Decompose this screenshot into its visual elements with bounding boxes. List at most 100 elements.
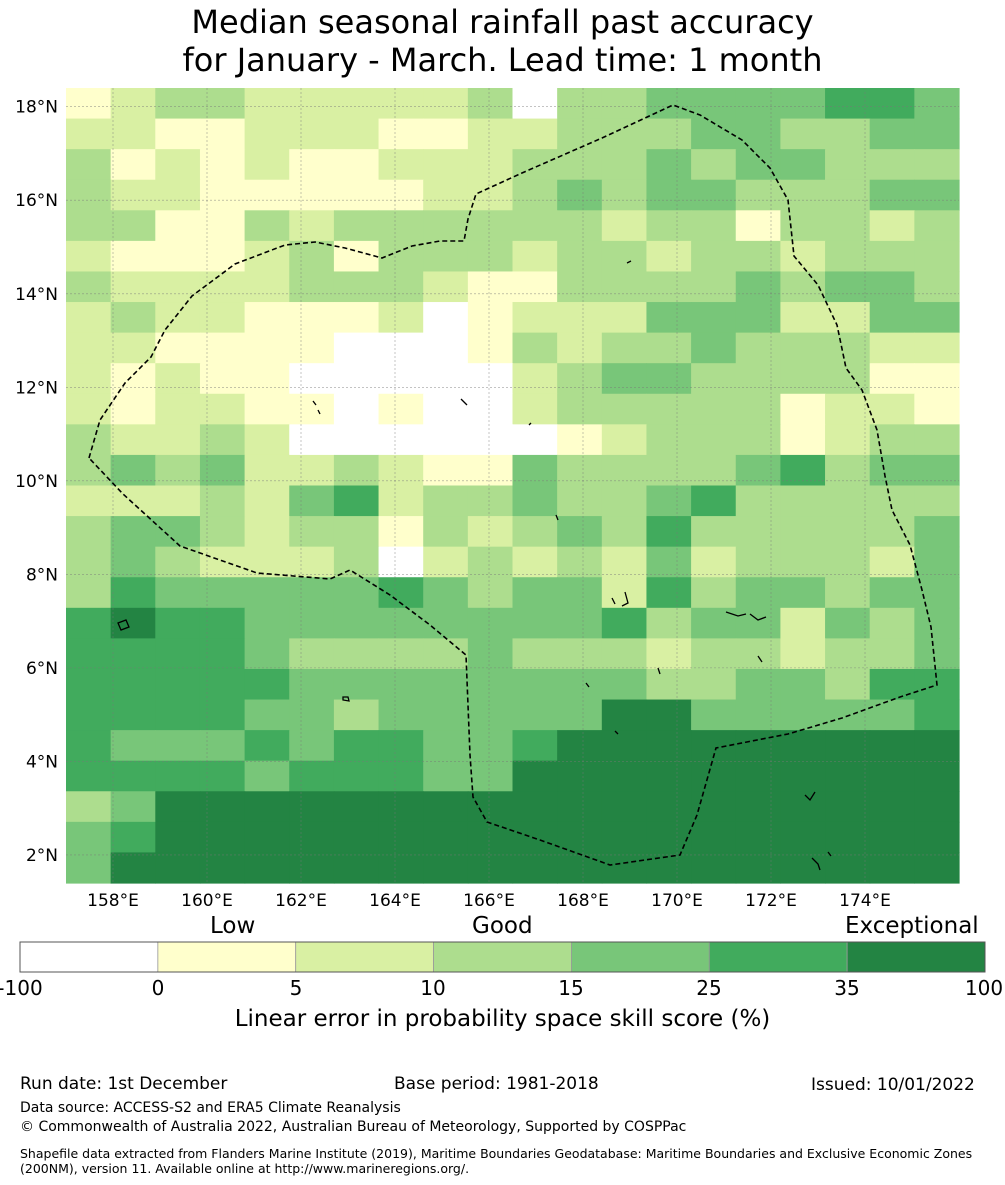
latitude-label: 16°N xyxy=(15,191,58,211)
skill-cell xyxy=(601,149,648,181)
skill-cell xyxy=(467,485,514,517)
skill-cell xyxy=(512,149,558,181)
issued-date: Issued: 10/01/2022 xyxy=(811,1075,975,1095)
skill-cell xyxy=(199,363,246,395)
skill-cell xyxy=(110,393,156,425)
skill-cell xyxy=(601,821,648,854)
latitude-label: 6°N xyxy=(26,659,58,679)
skill-cell xyxy=(333,760,380,792)
skill-cell xyxy=(557,730,603,762)
skill-cell xyxy=(467,699,514,731)
skill-cell xyxy=(780,302,826,334)
skill-cell xyxy=(780,424,826,456)
latitude-labels: 2°N 4°N 6°N 8°N 10°N 12°N 14°N 16°N 18°N xyxy=(15,98,58,866)
skill-cell xyxy=(66,302,112,334)
skill-cell xyxy=(780,393,826,425)
skill-cell xyxy=(199,730,246,762)
skill-cell xyxy=(244,730,290,762)
skill-cell xyxy=(155,760,201,792)
skill-cell xyxy=(914,454,960,487)
skill-cell xyxy=(66,179,112,211)
skill-cell xyxy=(199,668,246,701)
skill-cell xyxy=(646,210,692,242)
skill-cell xyxy=(289,118,335,150)
skill-cell xyxy=(244,88,290,120)
skill-cell xyxy=(66,240,112,273)
skill-cell xyxy=(66,730,112,762)
skill-cell xyxy=(423,332,469,364)
skill-cell xyxy=(869,699,915,731)
skill-cell xyxy=(646,668,692,701)
skill-cell xyxy=(780,210,826,242)
skill-cell xyxy=(423,668,469,701)
skill-cell xyxy=(66,577,112,609)
skill-cell xyxy=(691,516,737,548)
skill-cell xyxy=(244,118,290,150)
skill-cell xyxy=(557,118,603,150)
skill-cell xyxy=(869,332,915,364)
skill-cell xyxy=(110,699,156,731)
skill-cell xyxy=(199,393,246,425)
skill-cell xyxy=(333,607,380,639)
skill-cell xyxy=(333,638,380,670)
latitude-label: 12°N xyxy=(15,378,58,398)
skill-cell xyxy=(557,760,603,792)
skill-cell xyxy=(467,516,514,548)
skill-cell xyxy=(646,332,692,364)
skill-cell xyxy=(66,271,112,303)
skill-cell xyxy=(512,791,558,823)
skill-cell xyxy=(869,516,915,548)
skill-cell xyxy=(735,760,781,792)
skill-cell xyxy=(646,424,692,456)
skill-cell xyxy=(691,638,737,670)
skill-cell xyxy=(557,485,603,517)
skill-cell xyxy=(601,88,648,120)
skill-cell xyxy=(155,88,201,120)
skill-cell xyxy=(646,454,692,487)
colorbar-tick: -100 xyxy=(0,976,43,1000)
skill-cell xyxy=(155,546,201,578)
skill-cell xyxy=(289,485,335,517)
colorbar-label-exceptional: Exceptional xyxy=(845,913,979,939)
skill-cell xyxy=(110,852,156,884)
skill-cell xyxy=(735,668,781,701)
longitude-label: 158°E xyxy=(87,891,139,911)
skill-cell xyxy=(691,668,737,701)
skill-cell xyxy=(601,210,648,242)
skill-cell xyxy=(869,638,915,670)
skill-cell xyxy=(512,485,558,517)
skill-cell xyxy=(825,240,871,273)
skill-cell xyxy=(199,302,246,334)
skill-cell xyxy=(825,302,871,334)
skill-cell xyxy=(155,638,201,670)
skill-cell xyxy=(155,118,201,150)
skill-cell xyxy=(199,607,246,639)
skill-cell xyxy=(557,668,603,701)
skill-cell xyxy=(289,668,335,701)
skill-cell xyxy=(155,730,201,762)
skill-cell xyxy=(512,88,558,120)
skill-cell xyxy=(691,393,737,425)
skill-cell xyxy=(289,393,335,425)
skill-cell xyxy=(378,852,424,884)
skill-cell xyxy=(423,699,469,731)
skill-cell xyxy=(199,332,246,364)
skill-cell xyxy=(914,546,960,578)
skill-cell xyxy=(155,332,201,364)
skill-cell xyxy=(199,179,246,211)
skill-cell xyxy=(780,730,826,762)
skill-cell xyxy=(378,546,424,578)
skill-cell xyxy=(735,730,781,762)
colorbar-segment xyxy=(571,941,710,973)
skill-cell xyxy=(557,302,603,334)
skill-cell xyxy=(378,821,424,854)
skill-cell xyxy=(780,668,826,701)
skill-cell xyxy=(66,424,112,456)
longitude-label: 166°E xyxy=(463,891,515,911)
skill-cell xyxy=(512,607,558,639)
skill-cell xyxy=(289,638,335,670)
skill-cell xyxy=(601,699,648,731)
skill-cell xyxy=(557,699,603,731)
colorbar-tick: 35 xyxy=(834,976,860,1000)
skill-cell xyxy=(467,730,514,762)
